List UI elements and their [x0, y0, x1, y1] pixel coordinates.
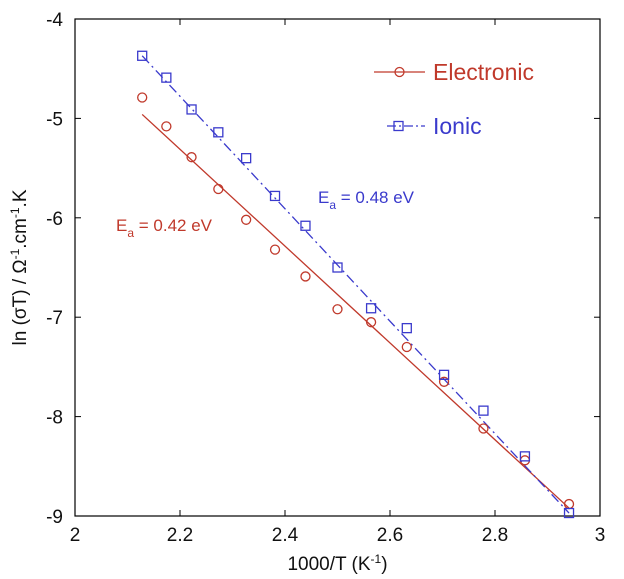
y-tick-label: -6 [46, 209, 63, 230]
point-electronic [161, 121, 172, 132]
x-axis-title: 1000/T (K-1) [287, 552, 387, 575]
y-tick-label: -8 [46, 408, 63, 429]
point-ionic [137, 50, 148, 61]
legend-label-electronic: Electronic [433, 59, 534, 85]
legend-marker-electronic [394, 66, 405, 78]
point-electronic [213, 183, 224, 195]
y-tick-label: -5 [46, 109, 63, 130]
point-ionic [478, 405, 489, 416]
legend: Electronic Ionic [374, 59, 534, 139]
point-electronic [137, 92, 148, 103]
legend-item-electronic: Electronic [374, 59, 534, 85]
x-tick-label: 2.6 [377, 525, 403, 546]
point-ionic [269, 190, 281, 202]
point-ionic [186, 104, 197, 115]
plot-frame [74, 18, 601, 517]
point-electronic [300, 271, 311, 282]
point-ionic [438, 369, 450, 381]
y-tick-label: -7 [46, 308, 63, 329]
point-ionic [365, 303, 377, 314]
fit-lines [141, 55, 570, 514]
x-tick-label: 2.4 [272, 525, 299, 546]
y-axis-title: ln (σT) / Ω-1.cm-1.K [8, 189, 31, 345]
fit-line-ionic [141, 55, 570, 514]
point-ionic [519, 451, 531, 462]
point-electronic [438, 376, 450, 387]
legend-item-ionic: Ionic [387, 113, 482, 139]
data-points [137, 50, 575, 519]
point-electronic [186, 152, 197, 163]
point-electronic [401, 341, 412, 353]
legend-label-ionic: Ionic [433, 113, 482, 139]
point-ionic [240, 153, 252, 164]
point-electronic [240, 214, 252, 225]
point-ionic [401, 322, 412, 334]
point-electronic [365, 317, 377, 328]
point-electronic [478, 423, 489, 434]
point-ionic [161, 72, 172, 83]
point-electronic [269, 244, 281, 255]
annotation-ea-electronic: Ea = 0.42 eV [116, 216, 213, 240]
legend-marker-ionic [393, 120, 404, 132]
fit-line-electronic [141, 113, 570, 509]
y-tick-label: -4 [46, 10, 63, 31]
x-tick-label: 2.2 [167, 525, 193, 546]
point-ionic [213, 127, 224, 138]
annotation-ea-ionic: Ea = 0.48 eV [318, 188, 415, 212]
point-ionic [300, 220, 311, 231]
ticks: 2 2.2 2.4 2.6 2.8 3 -4 -5 -6 -7 -8 -9 [46, 10, 605, 546]
x-tick-label: 3 [595, 525, 606, 546]
y-tick-label: -9 [46, 507, 63, 528]
point-electronic [332, 304, 343, 315]
point-ionic [332, 262, 343, 273]
point-ionic [563, 507, 575, 519]
x-tick-label: 2 [70, 525, 81, 546]
x-tick-label: 2.8 [482, 525, 508, 546]
